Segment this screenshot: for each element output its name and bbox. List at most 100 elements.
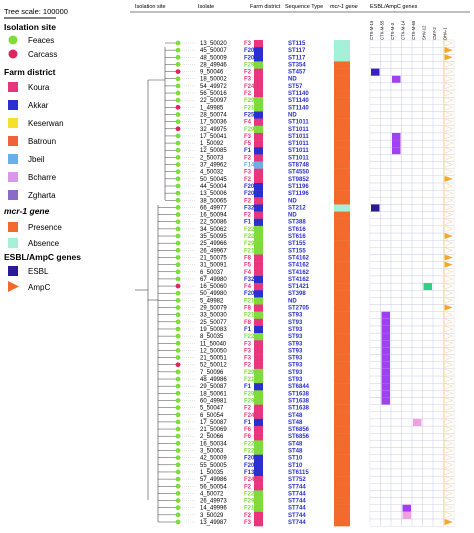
gene-grid-cell	[401, 161, 413, 169]
mcr-gene-cell	[334, 290, 350, 298]
gene-grid-cell	[432, 204, 444, 212]
gene-grid-cell	[422, 411, 434, 420]
gene-grid-cell	[432, 46, 444, 55]
gene-grid-cell	[443, 404, 455, 412]
isolate-label: 21_50075	[200, 255, 227, 261]
gene-grid-cell	[443, 347, 455, 355]
gene-grid-cell	[401, 340, 413, 348]
gene-grid-cell	[390, 168, 402, 176]
gene-grid-cell	[422, 132, 434, 141]
ampc-grid-outline	[444, 139, 454, 147]
gene-header-cmy-2: CMY-2	[432, 27, 437, 40]
farm-label: F3	[244, 134, 252, 140]
gene-grid-cell	[411, 511, 423, 520]
farm-label: F32	[244, 277, 255, 283]
farm-label: F8	[244, 320, 252, 326]
gene-grid-cell	[422, 332, 434, 341]
esbl-gene-marker	[381, 333, 390, 341]
sequence-type-label: ST616	[288, 227, 306, 233]
isolation-site-dot	[175, 405, 181, 411]
gene-grid-cell	[422, 125, 434, 134]
farm-district-cell	[254, 426, 263, 434]
gene-grid-cell	[390, 261, 402, 269]
ampc-grid-outline	[444, 339, 454, 347]
legend-label-batroun: Batroun	[28, 137, 56, 146]
farm-label: F4	[244, 120, 252, 126]
legend-label-absence: Absence	[28, 239, 60, 248]
ampc-grid-outline	[444, 332, 454, 340]
table-row: 17_50087 F1 ST48	[158, 418, 455, 427]
farm-district-cell	[254, 168, 263, 177]
gene-grid-cell	[422, 354, 434, 362]
table-row: 2_50066 F6 ST6856	[158, 433, 455, 441]
farm-label: F1	[244, 327, 252, 333]
farm-label: F20	[244, 184, 255, 190]
table-row: 4_50032 F3 ST4550	[165, 168, 455, 177]
isolate-label: 9_50046	[200, 70, 224, 76]
sequence-type-label: ST115	[288, 41, 306, 47]
gene-grid-cell	[401, 454, 413, 462]
farm-district-cell	[254, 297, 263, 305]
table-row: 31_50091 F5 ST4162	[158, 261, 455, 269]
gene-grid-cell	[432, 383, 444, 391]
sequence-type-label: ND	[288, 213, 297, 219]
gene-grid-cell	[401, 189, 413, 198]
farm-district-cell	[254, 90, 263, 98]
gene-grid-cell	[390, 154, 402, 162]
ampc-grid-outline	[444, 118, 454, 125]
table-row: 12_50050 F3 ST93	[158, 347, 455, 355]
gene-grid-cell	[369, 154, 381, 162]
farm-district-cell	[254, 347, 263, 355]
sequence-type-label: ND	[288, 198, 297, 204]
gene-grid-cell	[443, 168, 455, 176]
isolation-site-dot	[175, 247, 181, 253]
gene-grid-cell	[401, 518, 413, 527]
mcr-gene-cell	[334, 54, 350, 62]
table-row: 17_50041 F3 ST1011	[165, 132, 455, 141]
gene-grid-cell	[432, 75, 444, 84]
isolate-label: 48_50009	[200, 55, 227, 61]
gene-grid-cell	[411, 490, 423, 498]
mcr-gene-cell	[334, 311, 350, 320]
sequence-type-label: ST744	[288, 499, 306, 505]
sequence-type-label: ST117	[288, 55, 306, 61]
gene-grid-cell	[369, 383, 381, 391]
gene-grid-cell	[422, 497, 434, 505]
gene-grid-cell	[422, 304, 434, 312]
isolation-site-dot	[175, 190, 181, 196]
gene-grid-cell	[390, 368, 402, 377]
isolate-label: 29_50079	[200, 306, 227, 312]
ampc-grid-outline	[444, 168, 454, 175]
isolation-site-dot	[175, 440, 181, 446]
farm-district-cell	[254, 233, 263, 241]
gene-grid-cell	[380, 168, 392, 176]
farm-label: F22	[244, 234, 255, 240]
legend-label-koura: Koura	[28, 83, 50, 92]
ampc-grid-outline	[444, 54, 454, 61]
gene-grid-cell	[401, 39, 413, 48]
isolate-label: 21_50051	[200, 356, 227, 362]
gene-grid-cell	[411, 318, 423, 327]
gene-grid-cell	[380, 225, 392, 234]
ampc-grid-outline	[444, 404, 454, 411]
gene-grid-cell	[411, 447, 423, 455]
table-row: 25_49966 F29 ST155	[158, 240, 455, 248]
ampc-grid-outline	[444, 182, 454, 190]
gene-grid-cell	[422, 89, 434, 98]
ampc-grid-outline	[444, 111, 454, 118]
table-row: 4_50072 F22 ST744	[158, 490, 455, 498]
gene-grid-cell	[390, 483, 402, 491]
isolate-label: 7_50096	[200, 370, 224, 376]
legend-title-isolation-site: Isolation site	[4, 22, 56, 32]
mcr-gene-cell	[334, 404, 350, 412]
legend-swatch-esbl	[8, 266, 18, 276]
gene-grid-cell	[422, 325, 434, 334]
esbl-gene-marker	[381, 368, 390, 377]
farm-label: F29	[244, 398, 255, 404]
gene-grid-cell	[432, 125, 444, 134]
sequence-type-label: ST1196	[288, 184, 309, 190]
mcr-gene-cell	[334, 104, 350, 112]
gene-grid-cell	[443, 240, 455, 248]
gene-grid-cell	[443, 433, 455, 441]
